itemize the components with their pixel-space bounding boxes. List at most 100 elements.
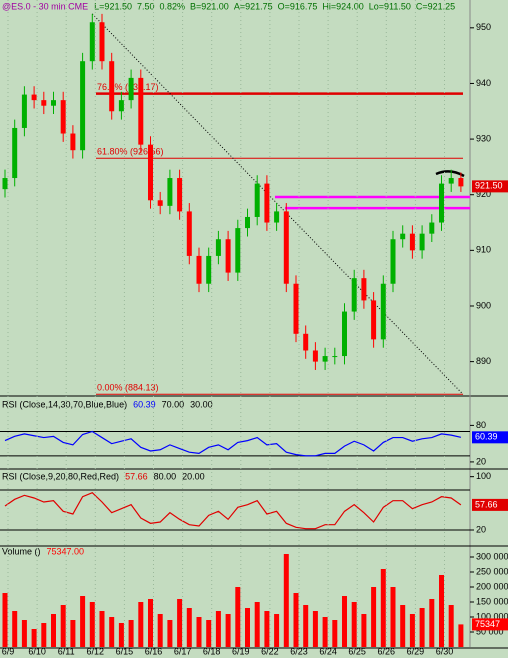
quote-item: A=921.75 <box>234 1 273 11</box>
candle-body <box>371 300 377 340</box>
candle-body <box>225 239 231 273</box>
candle-body <box>380 283 386 340</box>
x-tick-label: 6/19 <box>232 646 250 656</box>
level-label: 80.00 <box>154 471 177 481</box>
quote-item: L=921.50 <box>94 1 132 11</box>
volume-bar <box>400 605 406 647</box>
volume-bar <box>274 614 280 647</box>
volume-bar <box>371 587 377 647</box>
last-price-label: 921.50 <box>475 181 503 191</box>
quote-item: O=916.75 <box>278 1 318 11</box>
candle-body <box>148 144 153 201</box>
candle-body <box>99 22 105 62</box>
volume-bar <box>254 602 260 647</box>
x-tick-label: 6/29 <box>407 646 425 656</box>
y-tick-label: 20 <box>476 524 486 534</box>
y-tick-label: 100 000 <box>476 611 508 621</box>
quote-item: 7.50 <box>137 1 155 11</box>
candle-body <box>21 94 27 128</box>
panel-title: RSI (Close,9,20,80,Red,Red) <box>2 471 119 481</box>
candle-body <box>439 183 444 223</box>
volume-bar <box>12 611 18 647</box>
volume-bar <box>80 596 86 647</box>
volume-bar <box>245 608 250 647</box>
candle-body <box>109 61 115 112</box>
volume-bar <box>21 620 27 647</box>
x-tick-label: 6/9 <box>2 646 15 656</box>
value-box <box>472 618 508 631</box>
candle-body <box>293 283 299 334</box>
candle-body <box>419 233 425 251</box>
volume-bar <box>303 605 309 647</box>
volume-bar <box>60 605 66 647</box>
volume-bar <box>380 569 386 647</box>
x-tick-label: 6/22 <box>261 646 279 656</box>
candle-body <box>31 94 37 101</box>
candle-body <box>60 100 66 134</box>
volume-bar <box>312 611 318 647</box>
volume-bar <box>70 620 76 647</box>
volume-bar <box>235 587 241 647</box>
x-tick-label: 6/12 <box>87 646 105 656</box>
candle-body <box>128 77 134 101</box>
volume-bar <box>138 602 144 647</box>
candle-body <box>303 333 309 351</box>
quote-item: Hi=924.00 <box>322 1 363 11</box>
candle-body <box>80 61 86 151</box>
volume-bar <box>167 620 173 647</box>
volume-bar <box>264 611 270 647</box>
arc-annotation <box>435 170 465 178</box>
candle-body <box>322 356 328 362</box>
volume-bar <box>458 624 464 647</box>
volume-bar <box>31 629 37 647</box>
panel-title: Volume () <box>2 546 41 556</box>
y-tick-label: 200 000 <box>476 581 508 591</box>
x-tick-label: 6/10 <box>28 646 46 656</box>
value-box-label: 75347 <box>475 619 500 629</box>
candle-body <box>215 239 221 256</box>
candle-body <box>342 311 347 357</box>
y-tick-label: 100 <box>476 471 491 481</box>
y-tick-label: 900 <box>476 300 491 310</box>
volume-bar <box>2 593 8 647</box>
candle-body <box>186 211 192 256</box>
candle-body <box>312 350 318 362</box>
candle-body <box>167 178 173 206</box>
candle-body <box>332 356 338 358</box>
x-tick-label: 6/30 <box>436 646 454 656</box>
candle-body <box>361 278 367 301</box>
quote-item: Lo=911.50 <box>369 1 411 11</box>
volume-bar <box>51 614 56 647</box>
y-tick-label: 890 <box>476 356 491 366</box>
candle-body <box>351 278 357 312</box>
candle-body <box>206 255 212 284</box>
candle-body <box>2 178 8 190</box>
volume-bar <box>41 623 47 647</box>
quote-item: 0.82% <box>160 1 186 11</box>
fib-label: 61.80% (926.56) <box>97 147 164 157</box>
volume-bar <box>322 617 328 647</box>
candle-body <box>448 178 454 184</box>
y-tick-label: 50 000 <box>476 626 504 636</box>
y-tick-label: 80 <box>476 420 486 430</box>
y-tick-label: 20 <box>476 456 486 466</box>
candle-body <box>235 228 241 273</box>
x-tick-label: 6/23 <box>290 646 308 656</box>
x-tick-label: 6/24 <box>319 646 337 656</box>
volume-bar <box>409 614 415 647</box>
candle-body <box>118 100 124 112</box>
panel-value: 57.66 <box>125 471 148 481</box>
volume-bar <box>419 608 425 647</box>
x-tick-label: 6/16 <box>145 646 163 656</box>
volume-bar <box>448 605 454 647</box>
volume-bar <box>89 602 95 647</box>
y-tick-label: 930 <box>476 133 491 143</box>
x-tick-label: 6/15 <box>116 646 134 656</box>
x-tick-label: 6/18 <box>203 646 221 656</box>
last-price-box <box>472 180 508 193</box>
candle-body <box>138 77 144 145</box>
chart-title: @ES.0 - 30 min CME <box>2 1 88 11</box>
candle-body <box>283 211 289 284</box>
